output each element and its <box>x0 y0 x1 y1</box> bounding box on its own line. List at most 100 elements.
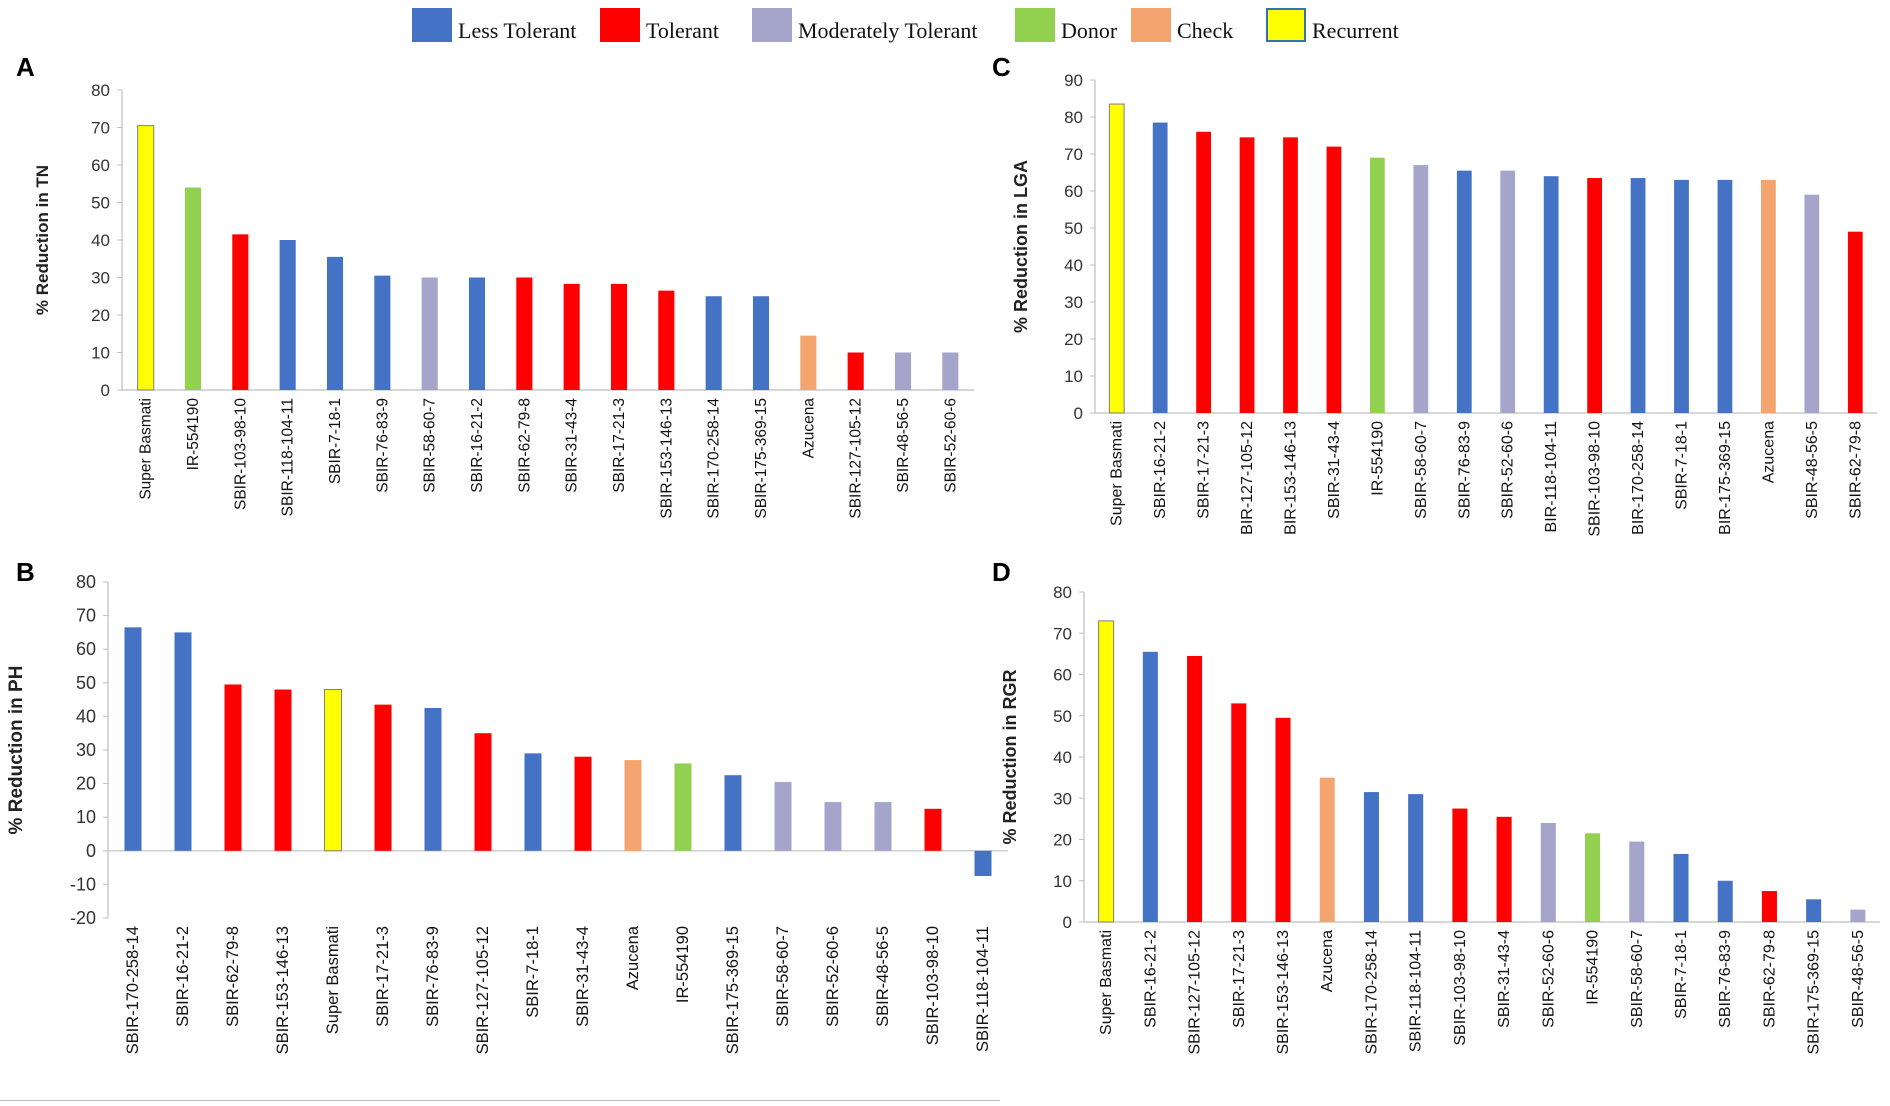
category-label: SBIR-175-369-15 <box>753 398 770 519</box>
category-label: SBIR-153-146-13 <box>1275 930 1292 1055</box>
bar-sbir-58-60-7 <box>421 277 438 390</box>
y-tick-label: 60 <box>1053 666 1072 685</box>
bar-ir-554190 <box>1370 157 1385 413</box>
y-axis-title-b: % Reduction in PH <box>6 666 27 835</box>
y-tick-label: 10 <box>91 344 110 363</box>
y-tick-label: 20 <box>1053 831 1072 850</box>
y-tick-label: 70 <box>91 119 110 138</box>
bar-sbir-52-60-6 <box>824 802 842 851</box>
legend-label-less-tolerant: Less Tolerant <box>458 18 577 43</box>
bar-sbir-48-56-5 <box>1804 194 1820 413</box>
bar-sbir-103-98-10 <box>1452 808 1468 922</box>
y-tick-label: 20 <box>91 306 110 325</box>
category-label: SBIR-62-79-8 <box>1847 421 1864 519</box>
bar-bir-127-105-12 <box>1239 137 1255 413</box>
legend-label-tolerant: Tolerant <box>646 18 719 43</box>
category-label: SBIR-7-18-1 <box>1673 930 1690 1019</box>
category-label: SBIR-31-43-4 <box>1326 421 1343 519</box>
legend-label-donor: Donor <box>1061 18 1118 43</box>
category-label: BIR-175-369-15 <box>1717 421 1734 535</box>
y-tick-label: 20 <box>76 774 96 794</box>
bar-sbir-62-79-8 <box>1761 891 1777 922</box>
category-label: SBIR-31-43-4 <box>1496 930 1513 1028</box>
category-label: SBIR-170-258-14 <box>706 398 723 519</box>
bar-sbir-170-258-14 <box>1363 792 1379 922</box>
y-tick-label: 50 <box>91 194 110 213</box>
category-label: Super Basmati <box>1109 421 1126 526</box>
y-axis-title-c: % Reduction in LGA <box>1011 160 1031 333</box>
bar-sbir-127-105-12 <box>847 352 864 390</box>
bar-super-basmati <box>137 125 155 391</box>
bar-sbir-52-60-6 <box>942 352 959 390</box>
bar-ir-554190 <box>1585 833 1601 922</box>
y-tick-label: 50 <box>1053 707 1072 726</box>
category-label: Azucena <box>624 925 642 990</box>
category-label: SBIR-62-79-8 <box>516 398 533 493</box>
category-label: SBIR-127-105-12 <box>848 398 865 519</box>
category-label: BIR-118-104-11 <box>1543 421 1560 533</box>
y-tick-label: 30 <box>1064 293 1083 312</box>
category-label: Azucena <box>1760 421 1777 483</box>
y-tick-label: -20 <box>70 908 96 928</box>
y-tick-label: 30 <box>91 269 110 288</box>
category-label: SBIR-103-98-10 <box>1452 930 1469 1046</box>
category-label: SBIR-103-98-10 <box>232 398 249 510</box>
category-label: SBIR-48-56-5 <box>1850 930 1867 1028</box>
category-label: SBIR-153-146-13 <box>274 926 292 1054</box>
category-label: SBIR-118-104-11 <box>280 398 297 516</box>
y-tick-label: 80 <box>76 572 96 592</box>
y-tick-label: -10 <box>70 874 96 894</box>
bar-sbir-103-98-10 <box>1587 178 1602 413</box>
bar-sbir-58-60-7 <box>1413 165 1429 413</box>
category-label: SBIR-52-60-6 <box>824 926 842 1027</box>
bar-sbir-7-18-1 <box>524 753 542 851</box>
bar-sbir-16-21-2 <box>468 277 486 390</box>
category-label: SBIR-103-98-10 <box>924 926 942 1045</box>
bar-azucena <box>624 760 642 851</box>
y-tick-label: 70 <box>1053 624 1072 643</box>
category-label: SBIR-16-21-2 <box>1142 930 1159 1028</box>
y-tick-label: 20 <box>1064 330 1083 349</box>
bar-sbir-118-104-11 <box>279 240 296 390</box>
category-label: SBIR-170-258-14 <box>124 926 142 1054</box>
y-tick-label: 40 <box>91 231 110 250</box>
category-label: SBIR-48-56-5 <box>895 398 912 493</box>
category-label: SBIR-62-79-8 <box>224 926 242 1027</box>
bar-sbir-31-43-4 <box>574 756 592 851</box>
category-label: SBIR-52-60-6 <box>1500 421 1517 519</box>
bar-super-basmati <box>324 689 342 852</box>
category-label: Super Basmati <box>324 926 342 1034</box>
bar-sbir-170-258-14 <box>124 627 142 851</box>
category-label: Super Basmati <box>138 398 155 500</box>
y-tick-label: 60 <box>76 639 96 659</box>
category-label: SBIR-16-21-2 <box>1152 421 1169 519</box>
y-tick-label: 50 <box>76 673 96 693</box>
y-tick-label: 10 <box>76 807 96 827</box>
bar-sbir-175-369-15 <box>724 775 742 851</box>
category-label: SBIR-127-105-12 <box>474 926 492 1054</box>
bar-sbir-52-60-6 <box>1540 823 1556 922</box>
category-label: SBIR-31-43-4 <box>574 926 592 1027</box>
category-label: SBIR-17-21-3 <box>1231 930 1248 1028</box>
y-tick-label: 40 <box>1053 748 1072 767</box>
y-tick-label: 0 <box>1074 404 1083 423</box>
category-label: SBIR-7-18-1 <box>327 398 344 484</box>
y-axis-title-a: % Reduction in TN <box>33 165 52 315</box>
legend-swatch-check <box>1131 8 1171 42</box>
bar-sbir-76-83-9 <box>424 708 442 851</box>
category-label: SBIR-31-43-4 <box>564 398 581 493</box>
legend-swatch-tolerant <box>600 8 640 42</box>
bar-sbir-48-56-5 <box>1850 909 1866 922</box>
bar-sbir-7-18-1 <box>1673 853 1689 922</box>
legend-swatch-recurrent <box>1266 8 1306 42</box>
bar-sbir-31-43-4 <box>563 283 580 390</box>
category-label: SBIR-76-83-9 <box>374 398 391 493</box>
category-label: SBIR-76-83-9 <box>1456 421 1473 519</box>
bar-sbir-103-98-10 <box>924 808 942 851</box>
y-tick-label: 0 <box>101 381 110 400</box>
bar-sbir-17-21-3 <box>610 283 628 390</box>
bar-sbir-153-146-13 <box>274 689 292 851</box>
panel-letter-d: D <box>992 557 1011 587</box>
bar-sbir-62-79-8 <box>1847 231 1863 413</box>
category-label: Super Basmati <box>1098 930 1115 1035</box>
